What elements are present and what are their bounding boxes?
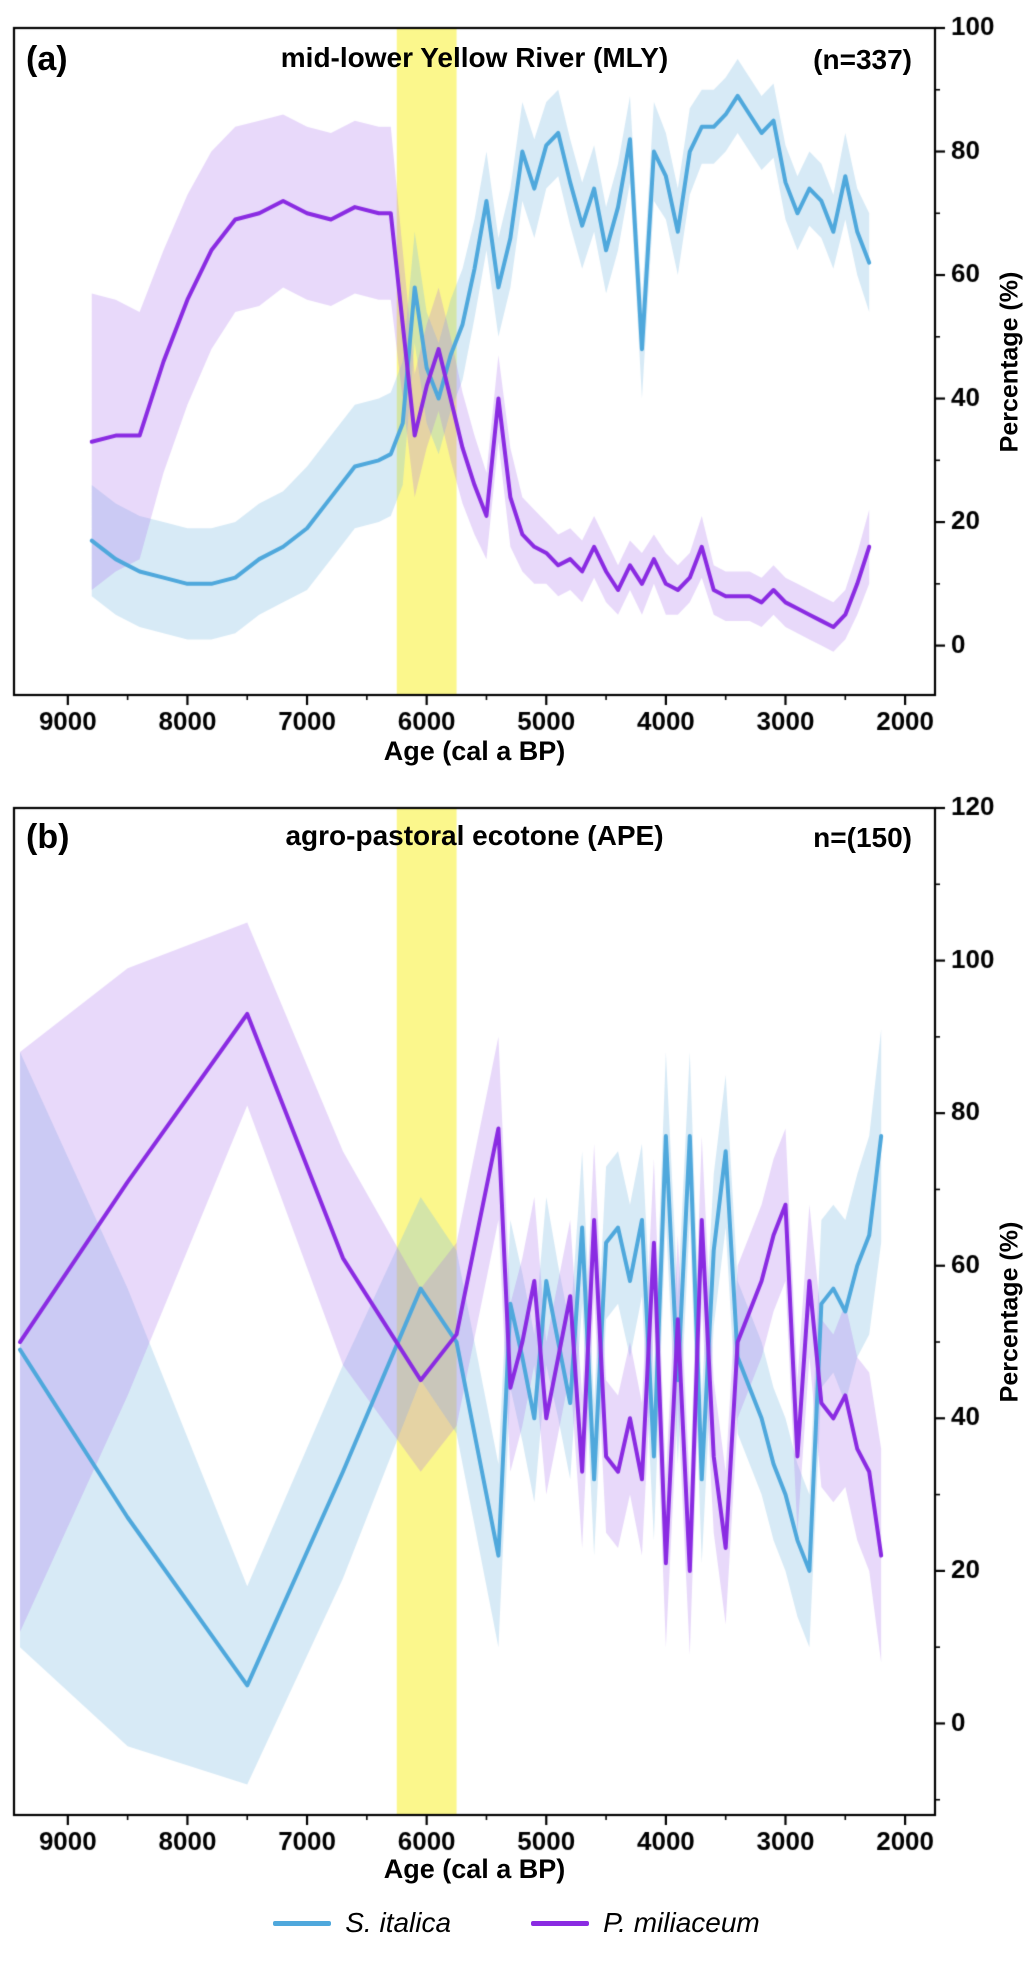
panel-b-label: (b) xyxy=(26,818,70,856)
panel-b-chart-canvas xyxy=(0,780,1033,1900)
panel-a-y-axis-title: Percentage (%) xyxy=(995,271,1024,453)
legend-label-p-miliaceum: P. miliaceum xyxy=(603,1907,760,1938)
s-italica-line-icon xyxy=(273,1920,332,1926)
panel-a-sample-count: (n=337) xyxy=(813,44,912,75)
panel-a-label: (a) xyxy=(26,40,68,78)
panel-a-title: mid-lower Yellow River (MLY) xyxy=(280,42,669,73)
panel-a-x-axis-title: Age (cal a BP) xyxy=(383,736,566,766)
panel-b-x-axis-title: Age (cal a BP) xyxy=(383,1854,566,1884)
legend-item-p-miliaceum: P. miliaceum xyxy=(531,1907,760,1939)
legend: S. italica P. miliaceum xyxy=(0,1898,1033,1948)
panel-b-sample-count: n=(150) xyxy=(813,822,912,853)
legend-item-s-italica: S. italica xyxy=(273,1907,451,1939)
panel-a-chart-canvas xyxy=(0,0,1033,780)
panel-b-y-axis-title: Percentage (%) xyxy=(995,1221,1024,1403)
panel-b-title: agro-pastoral ecotone (APE) xyxy=(285,820,664,851)
p-miliaceum-line-icon xyxy=(531,1920,590,1926)
legend-label-s-italica: S. italica xyxy=(345,1907,452,1938)
